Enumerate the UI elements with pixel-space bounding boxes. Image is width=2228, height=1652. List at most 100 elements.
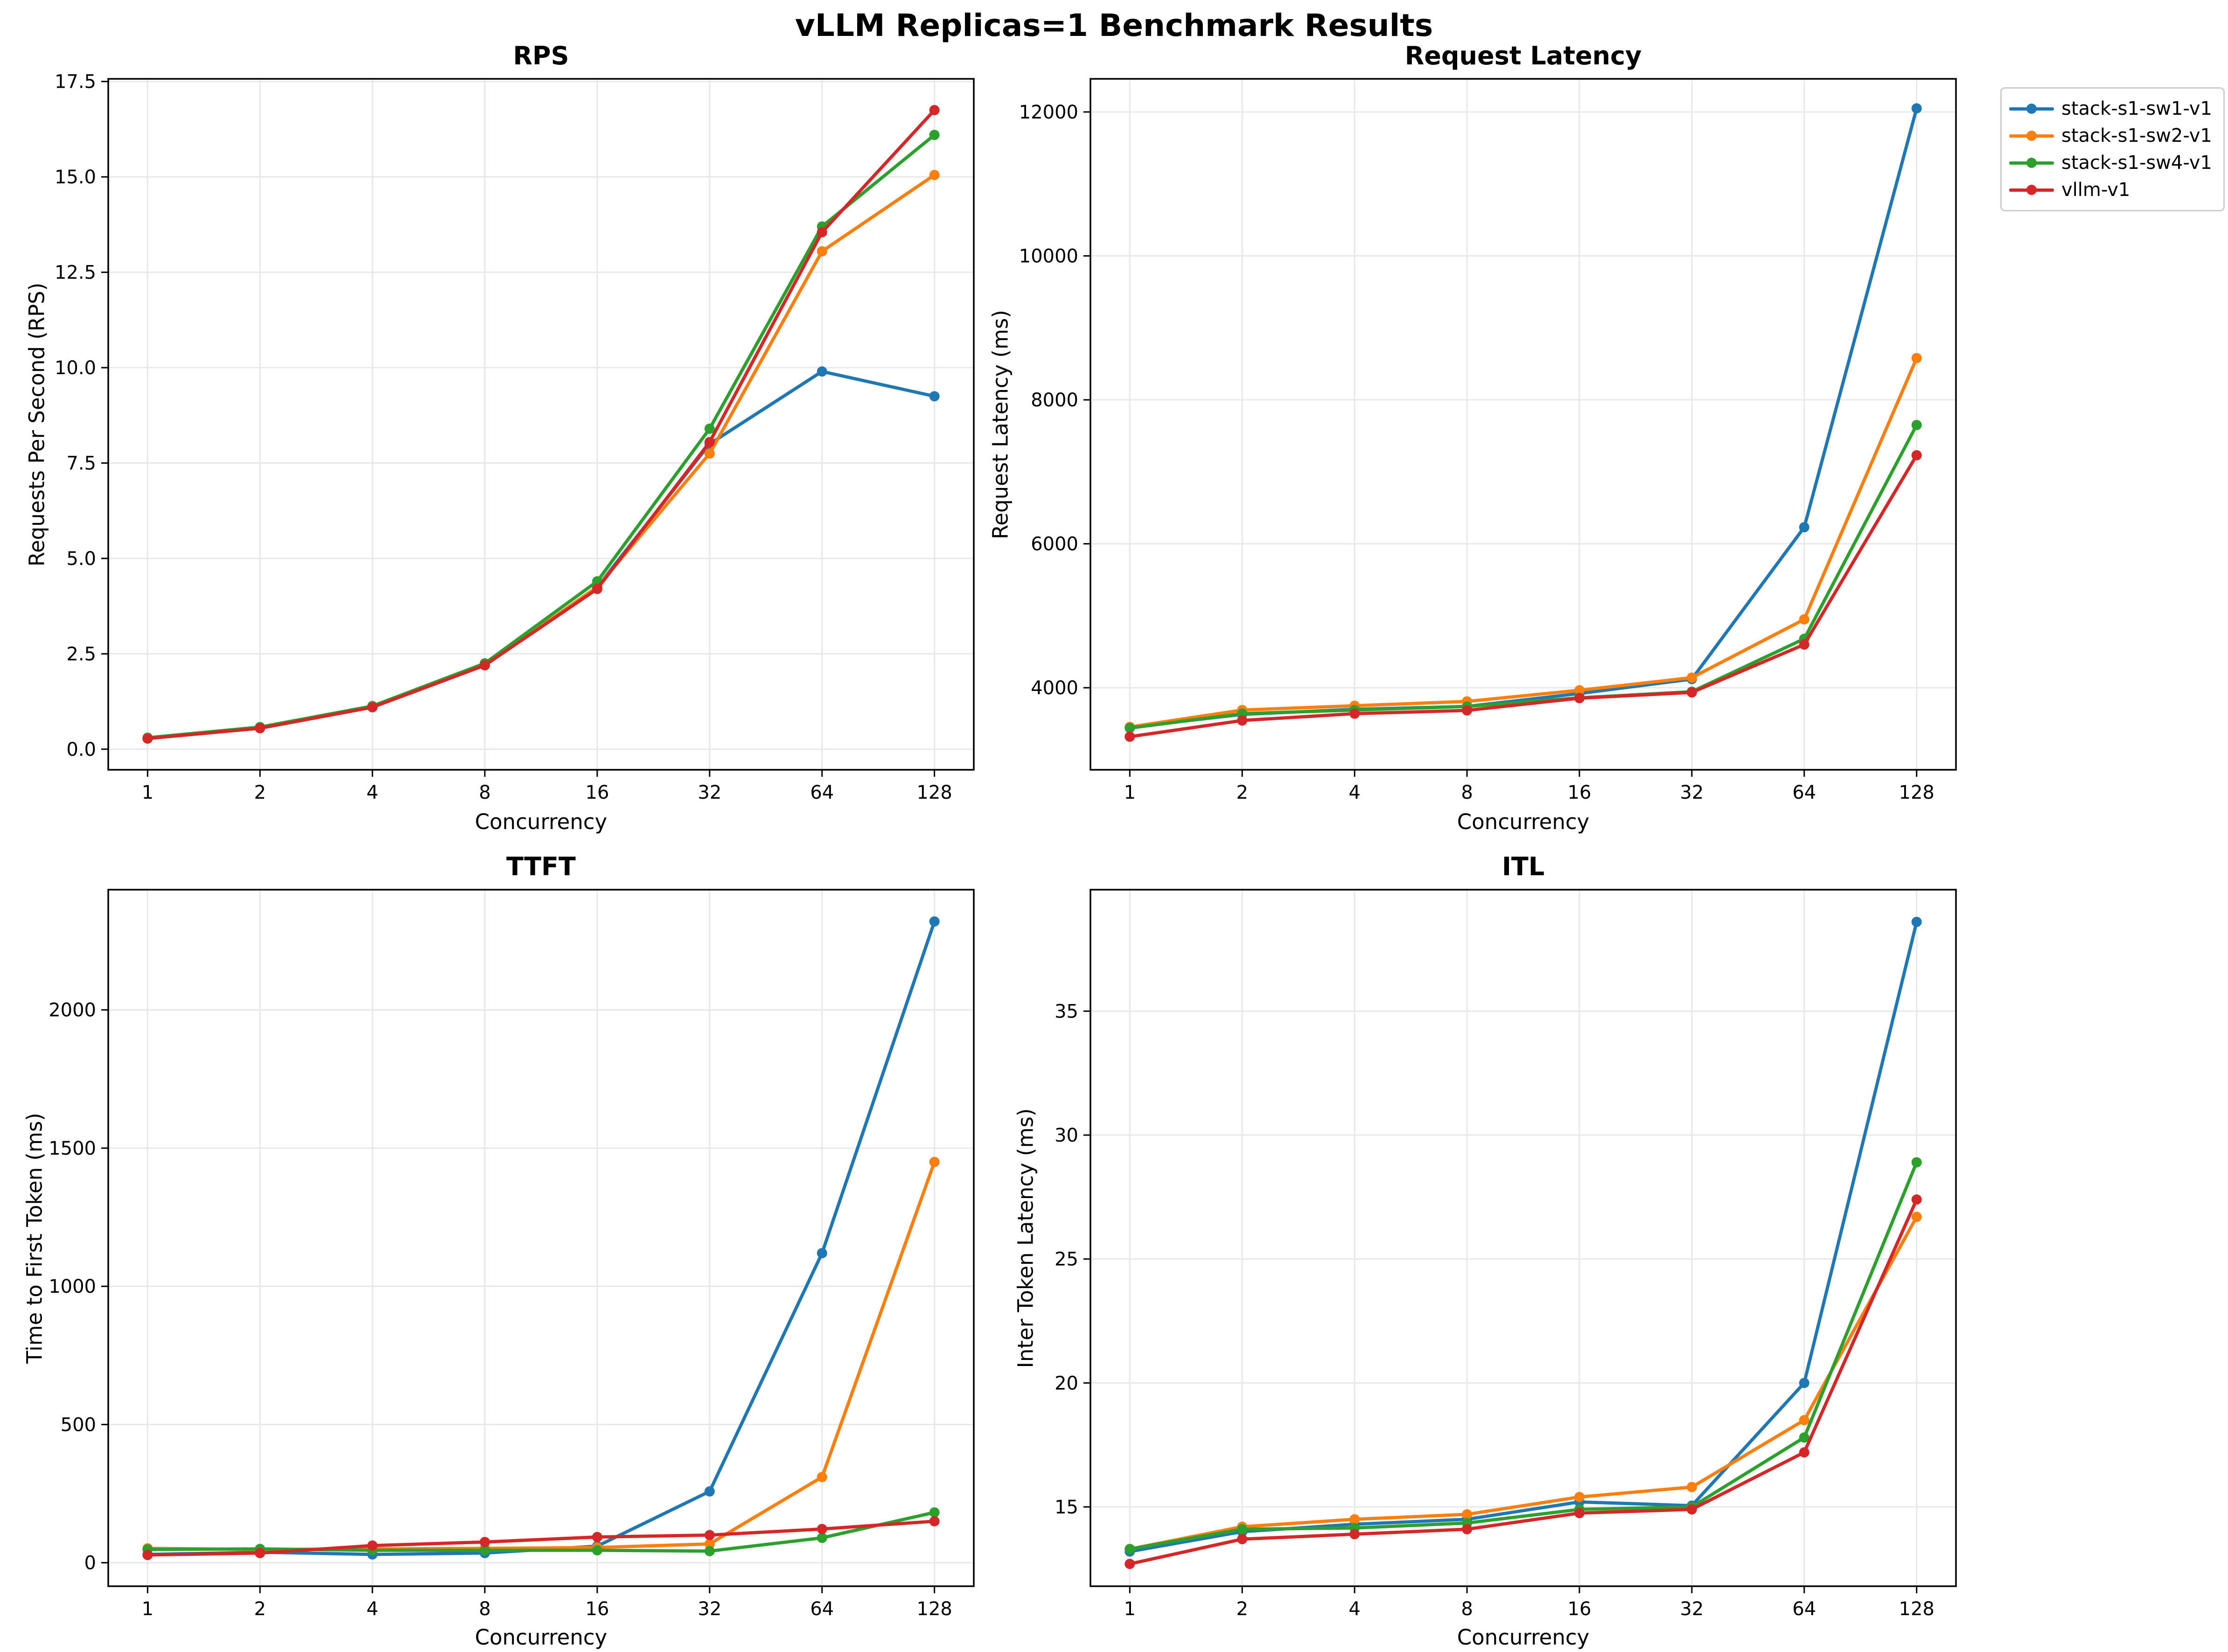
data-point-stack-s1-sw2-v1 [929,1157,940,1167]
data-point-stack-s1-sw2-v1 [1911,353,1922,363]
xlabel-itl: Concurrency [1457,1625,1590,1650]
legend-label: stack-s1-sw4-v1 [2061,152,2212,174]
figure-title: vLLM Replicas=1 Benchmark Results [795,7,1433,43]
data-point-vllm-v1 [817,227,827,237]
data-point-stack-s1-sw4-v1 [817,1533,827,1543]
data-point-vllm-v1 [1237,1534,1248,1545]
x-tick-label: 8 [1461,1598,1473,1620]
data-point-stack-s1-sw2-v1 [1799,614,1809,625]
x-tick-label: 128 [1899,1598,1935,1620]
x-tick-label: 4 [366,782,378,803]
x-tick-label: 1 [142,782,154,803]
y-tick-label: 1500 [49,1138,96,1159]
data-point-vllm-v1 [1911,1194,1922,1205]
data-point-vllm-v1 [1462,705,1473,716]
chart-title-rps: RPS [513,41,569,70]
y-tick-label: 8000 [1031,390,1078,411]
legend-item-stack-s1-sw4-v1: stack-s1-sw4-v1 [2006,149,2219,176]
series-line-stack-s1-sw2-v1 [1128,356,1919,729]
series-line-stack-s1-sw4-v1 [1128,423,1919,730]
data-point-stack-s1-sw4-v1 [1799,1432,1809,1443]
data-point-vllm-v1 [929,105,940,116]
x-tick-label: 8 [479,782,490,803]
series-line-vllm-v1 [146,108,936,740]
legend-item-stack-s1-sw1-v1: stack-s1-sw1-v1 [2006,95,2219,122]
data-point-vllm-v1 [1911,450,1922,460]
x-tick-label: 128 [917,782,952,803]
data-point-stack-s1-sw4-v1 [704,423,715,434]
x-tick-label: 2 [254,1598,266,1620]
data-point-vllm-v1 [367,1540,378,1551]
axes-frame [107,889,975,1587]
data-point-vllm-v1 [704,437,715,447]
y-tick-label: 10.0 [55,357,96,379]
data-point-vllm-v1 [704,1530,715,1540]
data-point-vllm-v1 [817,1524,827,1534]
y-tick-label: 5.0 [66,548,96,570]
data-point-stack-s1-sw2-v1 [817,246,827,257]
axes-frame [107,78,975,771]
x-tick-label: 4 [1348,782,1360,803]
x-tick-label: 2 [1236,782,1248,803]
y-tick-label: 35 [1055,1001,1078,1022]
x-tick-label: 16 [1568,782,1592,803]
ylabel-request-latency: Request Latency (ms) [988,310,1013,539]
y-tick-label: 20 [1055,1373,1078,1394]
line-marker-icon [2009,184,2054,195]
x-tick-label: 64 [1792,782,1816,803]
y-tick-label: 1000 [49,1276,96,1297]
data-point-vllm-v1 [142,1550,153,1561]
ylabel-ttft: Time to First Token (ms) [22,1113,47,1364]
x-tick-label: 4 [1348,1598,1360,1620]
data-point-stack-s1-sw4-v1 [1237,1524,1248,1534]
data-point-stack-s1-sw1-v1 [817,366,827,377]
data-point-stack-s1-sw2-v1 [1574,685,1585,696]
data-point-vllm-v1 [1799,639,1809,650]
data-point-vllm-v1 [1349,708,1360,719]
xlabel-request-latency: Concurrency [1457,809,1590,834]
data-point-stack-s1-sw2-v1 [1462,1509,1473,1520]
data-point-stack-s1-sw4-v1 [480,1545,490,1555]
data-point-stack-s1-sw1-v1 [1799,1378,1809,1388]
x-tick-label: 8 [1461,782,1473,803]
x-tick-label: 32 [1680,782,1704,803]
series-line-stack-s1-sw2-v1 [1128,1215,1919,1551]
x-tick-label: 16 [1568,1598,1592,1620]
x-tick-label: 4 [366,1598,378,1620]
data-point-vllm-v1 [929,1516,940,1527]
line-marker-icon [2009,157,2054,168]
series-line-vllm-v1 [1128,1198,1919,1566]
data-point-vllm-v1 [1124,732,1135,742]
data-point-stack-s1-sw1-v1 [1799,522,1809,533]
data-point-stack-s1-sw2-v1 [704,448,715,459]
x-tick-label: 8 [479,1598,490,1620]
y-tick-label: 12000 [1019,102,1078,123]
data-point-stack-s1-sw1-v1 [929,916,940,927]
data-point-vllm-v1 [480,660,490,670]
x-tick-label: 16 [586,1598,609,1620]
legend-label: vllm-v1 [2061,179,2130,201]
y-tick-label: 17.5 [55,71,96,93]
xlabel-ttft: Concurrency [475,1625,608,1650]
series-line-vllm-v1 [1128,453,1919,739]
x-tick-label: 16 [586,782,609,803]
chart-title-request-latency: Request Latency [1404,41,1642,70]
y-tick-label: 0 [84,1553,96,1574]
data-point-stack-s1-sw2-v1 [1349,1514,1360,1525]
series-line-vllm-v1 [146,1520,936,1557]
series-line-stack-s1-sw2-v1 [146,1160,936,1551]
data-point-stack-s1-sw2-v1 [704,1539,715,1549]
data-point-vllm-v1 [1462,1524,1473,1534]
data-point-stack-s1-sw4-v1 [929,130,940,140]
legend-item-stack-s1-sw2-v1: stack-s1-sw2-v1 [2006,122,2219,149]
series-line-stack-s1-sw4-v1 [146,1511,936,1553]
data-point-stack-s1-sw2-v1 [1799,1415,1809,1426]
data-point-stack-s1-sw1-v1 [1911,103,1922,114]
x-tick-label: 64 [810,782,834,803]
y-tick-label: 7.5 [66,453,96,474]
y-tick-label: 2000 [49,1000,96,1021]
data-point-vllm-v1 [480,1537,490,1547]
data-point-vllm-v1 [142,733,153,744]
data-point-stack-s1-sw2-v1 [817,1471,827,1482]
